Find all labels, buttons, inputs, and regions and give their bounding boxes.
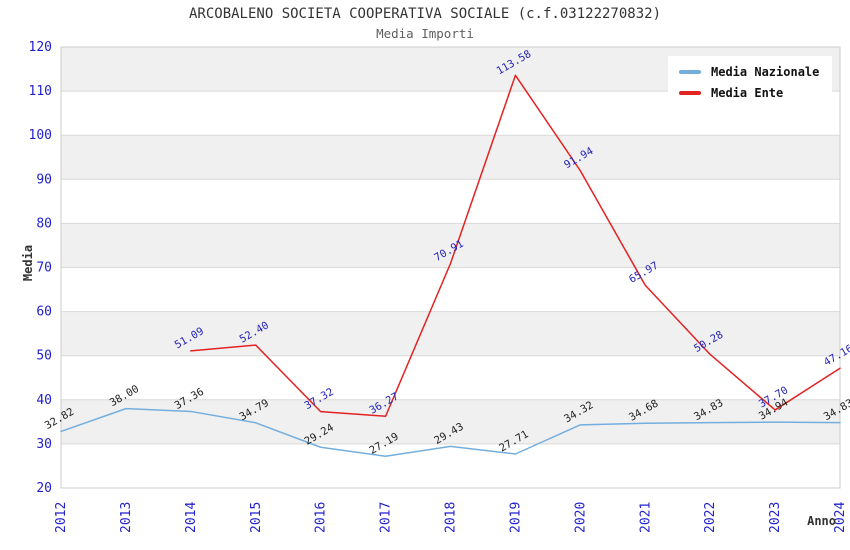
media-ente-line-swatch-icon: [679, 91, 701, 95]
y-tick-label: 110: [29, 84, 52, 99]
grid-band: [61, 223, 840, 268]
x-tick-label: 2016: [314, 502, 329, 533]
x-tick-label: 2018: [444, 502, 459, 533]
y-tick-label: 80: [36, 216, 52, 231]
y-tick-label: 30: [36, 437, 52, 452]
legend-label: Media Ente: [711, 86, 784, 100]
x-tick-label: 2021: [638, 502, 653, 533]
x-tick-label: 2023: [768, 502, 783, 533]
x-tick-label: 2014: [184, 502, 199, 533]
chart-subtitle: Media Importi: [376, 26, 474, 41]
y-tick-label: 100: [29, 128, 52, 143]
y-tick-label: 20: [36, 481, 52, 496]
y-tick-label: 90: [36, 172, 52, 187]
x-tick-label: 2020: [573, 502, 588, 533]
x-tick-label: 2015: [249, 502, 264, 533]
series-line-media-ente: [190, 74, 841, 417]
series-line-media-nazionale: [60, 407, 841, 458]
y-tick-label: 120: [29, 40, 52, 55]
legend-item-media-nazionale: Media Nazionale: [679, 65, 819, 79]
chart-title: ARCOBALENO SOCIETA COOPERATIVA SOCIALE (…: [188, 6, 661, 22]
legend: Media Nazionale Media Ente: [668, 56, 833, 109]
plot-border: [60, 46, 841, 489]
x-tick-label: 2024: [833, 502, 848, 533]
y-axis-title: Media: [21, 244, 35, 282]
grid-band: [61, 311, 840, 356]
media-nazionale-line-swatch-icon: [679, 70, 701, 74]
x-tick-label: 2013: [119, 502, 134, 533]
x-tick-label: 2019: [508, 502, 523, 533]
y-tick-label: 70: [36, 261, 52, 276]
grid-band: [61, 135, 840, 180]
x-axis-title: Anno: [807, 514, 836, 528]
x-tick-label: 2012: [54, 502, 69, 533]
y-tick-label: 60: [36, 305, 52, 320]
y-tick-label: 40: [36, 393, 52, 408]
x-tick-label: 2017: [379, 502, 394, 533]
legend-label: Media Nazionale: [711, 65, 820, 79]
legend-item-media-ente: Media Ente: [679, 86, 819, 100]
x-tick-label: 2022: [703, 502, 718, 533]
y-tick-label: 50: [36, 349, 52, 364]
